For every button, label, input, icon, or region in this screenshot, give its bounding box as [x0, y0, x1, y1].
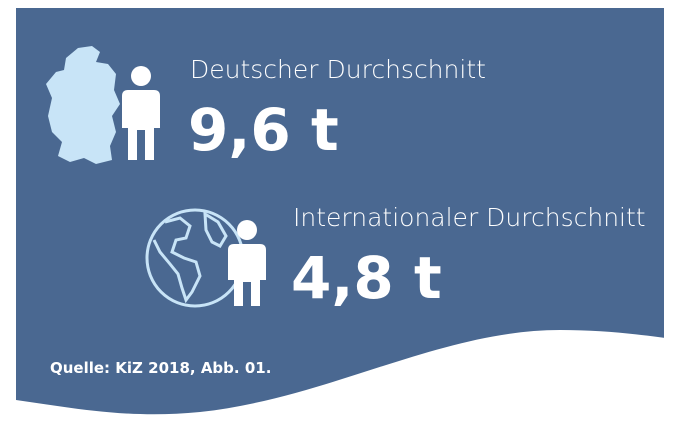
item-label: Deutscher Durchschnitt	[190, 55, 486, 84]
germany-icon	[46, 46, 120, 164]
wave	[0, 330, 680, 430]
item-value: 4,8 t	[291, 244, 442, 312]
person-icon	[122, 66, 160, 160]
person-icon	[228, 220, 266, 306]
source: Quelle: KiZ 2018, Abb. 01.	[50, 359, 271, 377]
item-value: 9,6 t	[188, 96, 339, 164]
item-label: Internationaler Durchschnitt	[293, 203, 646, 232]
